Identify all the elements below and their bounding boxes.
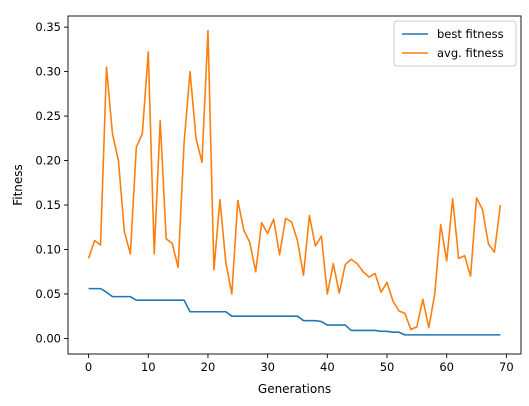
x-tick-label: 50 <box>380 360 395 374</box>
y-axis-label: Fitness <box>11 164 25 206</box>
x-tick-label: 10 <box>141 360 156 374</box>
y-tick-label: 0.15 <box>35 198 61 212</box>
series-line-avg-fitness <box>87 29 502 331</box>
x-axis-label: Generations <box>258 382 331 396</box>
y-tick-label: 0.35 <box>35 20 61 34</box>
x-axis-ticks: 0 10 20 30 40 50 60 70 <box>85 354 514 374</box>
axes-frame <box>67 15 522 355</box>
y-tick-label: 0.25 <box>35 109 61 123</box>
y-tick-label: 0.10 <box>35 242 61 256</box>
y-axis-ticks: 0.00 0.05 0.10 0.15 0.20 0.25 0.30 0.35 <box>35 20 68 345</box>
y-tick-label: 0.30 <box>35 65 61 79</box>
legend-label-avg-fitness: avg. fitness <box>437 46 504 60</box>
legend: best fitness avg. fitness <box>393 20 517 67</box>
series-line-best-fitness <box>88 287 501 336</box>
x-tick-label: 70 <box>499 360 514 374</box>
plot-lines <box>87 29 502 336</box>
legend-box <box>393 20 517 67</box>
y-tick-label: 0.00 <box>35 331 61 345</box>
x-tick-label: 60 <box>439 360 454 374</box>
x-tick-label: 20 <box>201 360 216 374</box>
y-tick-label: 0.05 <box>35 287 61 301</box>
x-tick-label: 30 <box>260 360 275 374</box>
x-tick-label: 0 <box>85 360 92 374</box>
y-tick-label: 0.20 <box>35 154 61 168</box>
x-tick-label: 40 <box>320 360 335 374</box>
legend-label-best-fitness: best fitness <box>437 27 504 41</box>
